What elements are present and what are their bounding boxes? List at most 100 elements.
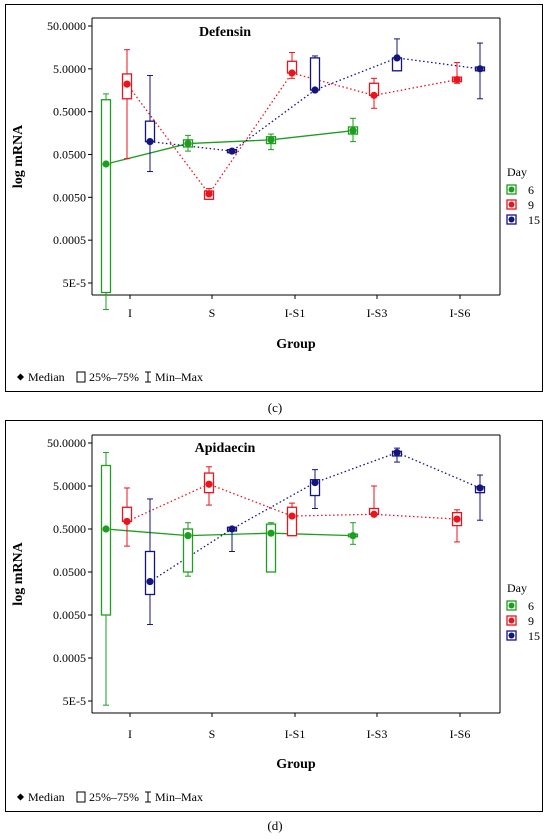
series-9-median-point (123, 517, 131, 526)
legend-dot-15 (508, 216, 515, 223)
legend-dot-9 (508, 617, 515, 624)
series-9-median-point (288, 69, 296, 77)
series-9-median-point (288, 512, 296, 520)
series-15-median-point (393, 448, 401, 457)
legend-median-marker (17, 793, 24, 801)
series-15-median-point (228, 525, 236, 533)
series-6-median-point (267, 529, 275, 537)
legend-title: Day (507, 165, 527, 179)
x-tick-label: S (209, 727, 216, 741)
x-tick-label: S (209, 306, 216, 320)
legend-dot-6 (508, 602, 515, 609)
series-15-box (309, 57, 321, 91)
series-6-median-point (184, 532, 192, 540)
y-tick-label: 0.0500 (53, 565, 86, 579)
series-15-median-point (393, 54, 401, 62)
series-9-median-point (370, 91, 378, 99)
legend-whisker-marker (145, 791, 151, 803)
legend-dot-6 (508, 186, 515, 193)
legend-label-9: 9 (528, 198, 534, 212)
y-tick-label: 0.5000 (53, 522, 86, 536)
panel-c-frame (5, 4, 543, 392)
legend-whisker-label: Min–Max (155, 790, 203, 804)
legend-label-15: 15 (528, 213, 540, 227)
legend-label-15: 15 (528, 629, 540, 643)
series-6-median-point (349, 532, 357, 540)
series-6-median-point (102, 525, 110, 533)
legend-box-marker (76, 791, 86, 803)
series-6-box (265, 523, 277, 573)
y-axis-label: log mRNA (11, 541, 26, 605)
y-tick-label: 0.0005 (53, 233, 86, 247)
series-6-median-line (105, 528, 354, 537)
legend-box-label: 25%–75% (89, 370, 139, 384)
series-9-median-point (205, 190, 213, 198)
y-axis-label: log mRNA (11, 124, 26, 188)
y-tick-label: 50.0000 (47, 436, 86, 450)
legend-median-label: Median (28, 790, 65, 804)
legend-box-marker (76, 371, 86, 383)
panel-d-caption: (d) (267, 818, 283, 833)
legend-whisker-label: Min–Max (155, 370, 203, 384)
series-9-median-point (453, 515, 461, 523)
x-tick-label: I-S1 (285, 306, 306, 320)
series-6-median-point (349, 127, 357, 135)
y-tick-label: 5.0000 (53, 62, 86, 76)
panel-d-frame (5, 420, 543, 812)
series-6-box (100, 464, 112, 616)
series-15-box (144, 550, 156, 596)
series-9-median-line (126, 72, 458, 196)
x-tick-label: I-S3 (367, 727, 388, 741)
legend-title: Day (507, 581, 527, 595)
x-tick-label: I-S6 (450, 727, 471, 741)
series-15-median-point (311, 478, 319, 487)
legend-box-label: 25%–75% (89, 790, 139, 804)
legend-label-6: 6 (528, 183, 534, 197)
y-tick-label: 0.0050 (53, 608, 86, 622)
series-6-box (100, 99, 112, 294)
series-15-median-point (228, 147, 236, 155)
series-9-median-point (453, 76, 461, 84)
series-6-median-point (267, 136, 275, 144)
series-15-median-point (476, 65, 484, 73)
chart-title: Apidaecin (195, 441, 256, 456)
chart-title: Defensin (199, 25, 251, 40)
y-tick-label: 0.0005 (53, 651, 86, 665)
x-axis-label: Group (276, 337, 316, 352)
panel-c-caption: (c) (267, 400, 283, 415)
legend-median-label: Median (28, 370, 65, 384)
series-6-box (182, 528, 194, 573)
x-tick-label: I (128, 306, 132, 320)
x-axis-label: Group (276, 757, 316, 772)
series-6-median-point (102, 160, 110, 168)
y-tick-label: 50.0000 (47, 19, 86, 33)
series-15-median-point (146, 577, 154, 586)
x-tick-label: I-S6 (450, 306, 471, 320)
x-tick-label: I-S1 (285, 727, 306, 741)
series-6-median-line (105, 130, 354, 165)
y-tick-label: 0.5000 (53, 105, 86, 119)
series-9-box (286, 506, 298, 537)
legend-label-9: 9 (528, 614, 534, 628)
series-15-median-point (311, 86, 319, 94)
x-tick-label: I (128, 727, 132, 741)
series-9-median-point (123, 80, 131, 88)
legend-median-marker (17, 373, 24, 381)
series-9-median-point (370, 510, 378, 518)
y-tick-label: 0.0500 (53, 148, 86, 162)
series-15-median-point (476, 484, 484, 492)
series-6-median-point (184, 139, 192, 148)
y-tick-label: 5.0000 (53, 479, 86, 493)
y-tick-label: 0.0050 (53, 190, 86, 204)
series-9-median-line (126, 483, 458, 523)
legend-dot-15 (508, 632, 515, 639)
legend-whisker-marker (145, 371, 151, 383)
x-tick-label: I-S3 (367, 306, 388, 320)
legend-label-6: 6 (528, 599, 534, 613)
series-9-median-point (205, 480, 213, 488)
legend-dot-9 (508, 201, 515, 208)
series-15-median-point (146, 138, 154, 146)
y-tick-label: 5E-5 (63, 694, 86, 708)
y-tick-label: 5E-5 (63, 276, 86, 290)
